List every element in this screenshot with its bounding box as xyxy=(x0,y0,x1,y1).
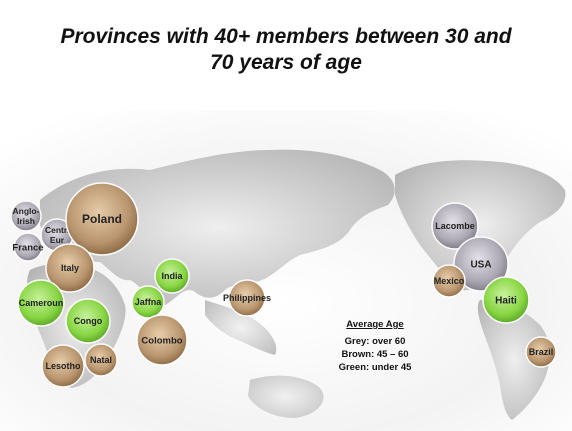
bubble-label-natal: Natal xyxy=(90,355,112,365)
province-bubble-cameroun: Cameroun xyxy=(17,279,65,327)
province-bubble-usa: USA xyxy=(453,236,509,292)
province-bubble-colombo: Colombo xyxy=(136,314,188,366)
province-bubble-natal: Natal xyxy=(84,343,118,377)
bubble-circle-haiti xyxy=(482,276,530,324)
legend-item-brown: Brown: 45 – 60 xyxy=(341,349,409,360)
bubble-label-france: France xyxy=(12,242,43,253)
bubble-circle-brazil xyxy=(525,336,557,368)
bubble-circle-lacombe xyxy=(431,202,479,250)
bubble-label-jaffna: Jaffna xyxy=(135,297,163,307)
bubble-label-brazil: Brazil xyxy=(529,347,554,357)
bubble-circle-colombo xyxy=(136,314,188,366)
bubble-label-centreur: Centr. Eur xyxy=(45,225,69,245)
bubble-label-haiti: Haiti xyxy=(495,296,517,307)
bubble-circle-jaffna xyxy=(131,285,165,319)
chart-title: Provinces with 40+ members between 30 an… xyxy=(0,24,572,76)
province-bubble-haiti: Haiti xyxy=(482,276,530,324)
province-bubble-jaffna: Jaffna xyxy=(131,285,165,319)
bubble-circle-france xyxy=(13,232,43,262)
bubble-label-italy: Italy xyxy=(61,263,79,273)
legend-item-green: Green: under 45 xyxy=(338,362,412,373)
province-bubble-india: India xyxy=(154,258,190,294)
province-bubble-angloirish: Anglo-Irish xyxy=(10,200,42,232)
bubble-circle-italy xyxy=(45,243,95,293)
title-line-1: Provinces with 40+ members between 30 an… xyxy=(60,25,512,48)
province-bubble-italy: Italy xyxy=(45,243,95,293)
province-bubble-poland: Poland xyxy=(65,182,139,256)
bubble-circle-lesotho xyxy=(41,344,85,388)
title-line-2: 70 years of age xyxy=(210,51,362,74)
bubble-label-congo: Congo xyxy=(74,316,103,326)
bubble-circle-india xyxy=(154,258,190,294)
bubble-label-mexico: Mexico xyxy=(434,276,465,286)
province-bubble-lacombe: Lacombe xyxy=(431,202,479,250)
province-bubble-centreur: Centr. Eur xyxy=(40,218,74,252)
landmass-australia xyxy=(248,375,324,418)
province-bubble-mexico: Mexico xyxy=(432,264,466,298)
landmass-eurasia xyxy=(40,149,395,305)
bubble-label-usa: USA xyxy=(470,260,491,271)
bubble-label-philippines: Philippines xyxy=(223,293,271,303)
bubble-circle-congo xyxy=(65,298,111,344)
bubble-circle-cameroun xyxy=(17,279,65,327)
bubble-label-colombo: Colombo xyxy=(141,335,182,346)
landmass-south-america xyxy=(477,299,550,420)
bubble-circle-mexico xyxy=(432,264,466,298)
bubble-circle-natal xyxy=(84,343,118,377)
legend: Average Age Grey: over 60 Brown: 45 – 60… xyxy=(330,318,420,374)
bubble-label-cameroun: Cameroun xyxy=(19,298,64,308)
bubble-circle-usa xyxy=(453,236,509,292)
bubble-label-india: India xyxy=(161,271,183,281)
bubble-label-lesotho: Lesotho xyxy=(46,361,82,371)
bubble-circle-angloirish xyxy=(10,200,42,232)
landmass-north-america xyxy=(395,160,566,291)
province-bubble-france: France xyxy=(12,232,44,262)
bubble-label-poland: Poland xyxy=(82,212,122,226)
bubble-circle-philippines xyxy=(228,279,266,317)
province-bubble-brazil: Brazil xyxy=(525,336,557,368)
landmass-southeast-asia xyxy=(205,300,277,355)
bubble-circle-poland xyxy=(65,182,139,256)
province-bubble-lesotho: Lesotho xyxy=(41,344,85,388)
legend-item-grey: Grey: over 60 xyxy=(344,336,406,347)
bubble-label-angloirish: Anglo-Irish xyxy=(13,206,40,226)
legend-title: Average Age xyxy=(346,319,404,330)
province-bubble-philippines: Philippines xyxy=(223,279,271,317)
bubble-label-lacombe: Lacombe xyxy=(435,221,475,231)
province-bubble-congo: Congo xyxy=(65,298,111,344)
